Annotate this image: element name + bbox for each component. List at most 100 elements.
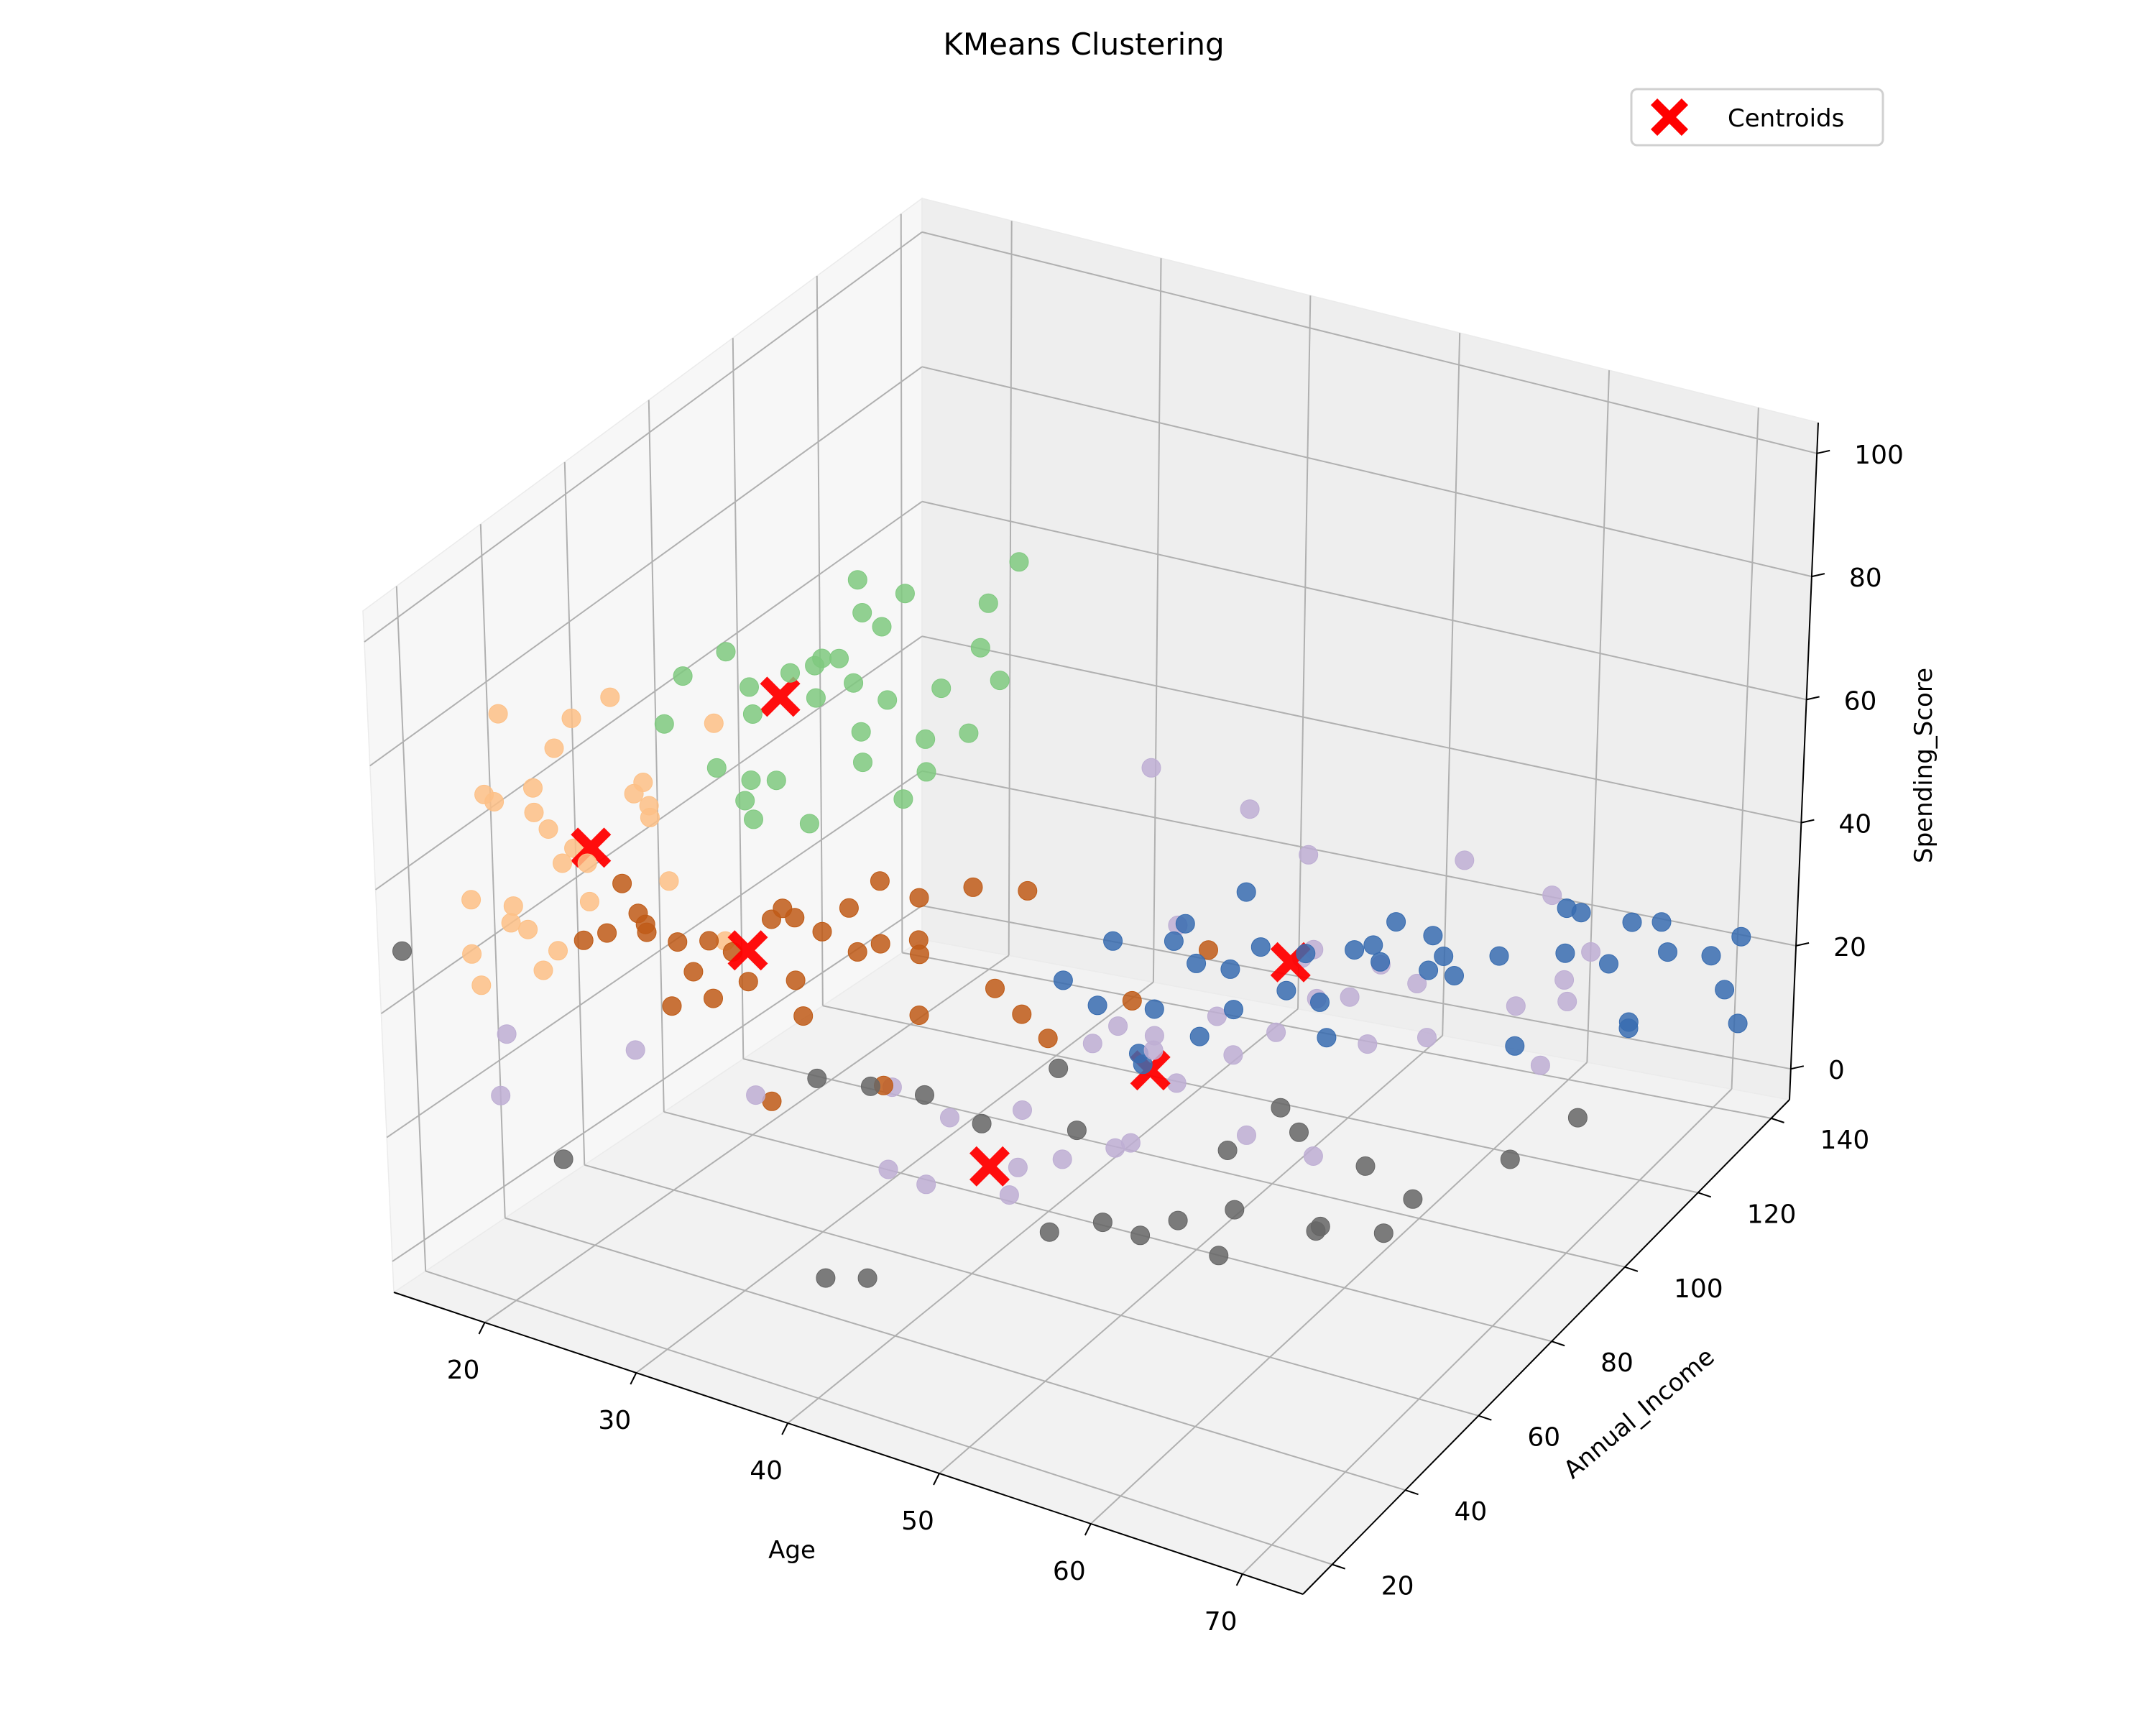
data-point-cluster-2 xyxy=(640,807,660,827)
data-point-cluster-4 xyxy=(909,888,929,908)
data-point-cluster-1 xyxy=(1554,970,1575,990)
gridline-wall-z xyxy=(369,366,923,767)
gridline-floor-x xyxy=(787,1008,1299,1424)
x-tick xyxy=(781,1422,789,1435)
x-tick-label: 60 xyxy=(1053,1557,1086,1586)
data-point-cluster-5 xyxy=(1567,1108,1588,1128)
gridline-back-z xyxy=(921,635,1802,824)
x-tick xyxy=(1084,1523,1092,1536)
y-tick xyxy=(1478,1414,1492,1421)
gridline-wall-y xyxy=(648,400,665,1112)
x-tick xyxy=(630,1372,637,1385)
data-point-cluster-5 xyxy=(1067,1121,1087,1141)
gridline-wall-z xyxy=(386,770,923,1138)
data-point-cluster-3 xyxy=(1555,943,1575,963)
data-point-cluster-3 xyxy=(1599,954,1618,974)
gridline-back-x xyxy=(1152,258,1162,983)
data-point-cluster-3 xyxy=(1276,980,1296,1000)
data-point-cluster-1 xyxy=(1358,1034,1378,1054)
data-point-cluster-2 xyxy=(523,778,543,798)
data-point-cluster-2 xyxy=(624,783,644,804)
data-point-cluster-5 xyxy=(1225,1200,1245,1220)
data-point-cluster-0 xyxy=(673,666,693,686)
gridline-back-z xyxy=(921,366,1812,578)
data-point-cluster-3 xyxy=(1164,931,1184,951)
y-axis-label: Annual_Income xyxy=(1558,1343,1720,1485)
data-point-cluster-0 xyxy=(851,722,871,742)
data-point-cluster-3 xyxy=(1310,992,1330,1012)
x-tick xyxy=(933,1473,940,1486)
axes-panes xyxy=(362,197,1819,1595)
data-point-cluster-1 xyxy=(1581,942,1601,962)
gridline-wall-z xyxy=(375,500,923,891)
data-point-cluster-0 xyxy=(716,642,736,662)
data-point-cluster-3 xyxy=(1445,966,1464,985)
data-point-cluster-1 xyxy=(1052,1149,1072,1169)
data-point-cluster-1 xyxy=(491,1085,511,1105)
data-point-cluster-4 xyxy=(699,931,719,951)
data-point-cluster-1 xyxy=(746,1085,766,1105)
data-point-cluster-4 xyxy=(909,1006,929,1025)
data-point-cluster-2 xyxy=(503,896,523,916)
data-point-cluster-2 xyxy=(600,687,620,707)
data-point-cluster-5 xyxy=(1355,1156,1376,1176)
data-point-cluster-4 xyxy=(704,988,723,1008)
data-point-cluster-0 xyxy=(970,638,990,658)
data-point-cluster-3 xyxy=(1622,912,1642,932)
x-tick xyxy=(1235,1573,1243,1586)
data-point-cluster-0 xyxy=(654,714,674,734)
y-tick xyxy=(1697,1192,1712,1198)
y-axis-line xyxy=(1302,1099,1790,1595)
data-point-cluster-2 xyxy=(564,838,584,858)
z-tick xyxy=(1795,942,1810,947)
data-point-cluster-0 xyxy=(931,678,952,699)
data-point-cluster-0 xyxy=(916,729,936,749)
data-point-cluster-2 xyxy=(548,941,568,961)
data-point-cluster-4 xyxy=(793,1006,814,1026)
data-point-cluster-1 xyxy=(916,1174,936,1195)
y-tick-label: 120 xyxy=(1747,1200,1797,1229)
data-point-cluster-4 xyxy=(773,898,793,919)
data-point-cluster-5 xyxy=(972,1113,992,1133)
data-point-cluster-1 xyxy=(1240,799,1260,819)
data-point-cluster-4 xyxy=(662,996,682,1016)
data-point-cluster-2 xyxy=(501,913,521,933)
data-point-cluster-2 xyxy=(488,704,508,724)
y-tick-label: 60 xyxy=(1527,1423,1560,1453)
gridline-wall-y xyxy=(816,275,824,1006)
data-point-cluster-2 xyxy=(538,819,558,839)
data-point-cluster-3 xyxy=(1489,946,1509,966)
gridline-floor-x xyxy=(1241,1088,1733,1575)
data-point-cluster-0 xyxy=(978,593,998,613)
data-point-cluster-3 xyxy=(1701,946,1721,966)
x-axis-line xyxy=(393,1292,1304,1595)
data-point-cluster-4 xyxy=(812,921,832,942)
data-point-cluster-0 xyxy=(766,770,786,791)
data-point-cluster-4 xyxy=(668,932,688,952)
data-point-cluster-1 xyxy=(1417,1028,1437,1048)
data-point-cluster-5 xyxy=(1130,1225,1151,1246)
data-point-cluster-3 xyxy=(1658,942,1677,962)
data-point-cluster-1 xyxy=(625,1040,645,1060)
z-tick-label: 20 xyxy=(1833,933,1866,962)
data-point-cluster-1 xyxy=(1303,1146,1323,1166)
data-point-cluster-0 xyxy=(829,648,849,668)
data-point-cluster-3 xyxy=(1187,953,1207,973)
data-point-cluster-2 xyxy=(704,713,724,733)
data-point-cluster-5 xyxy=(1310,1216,1330,1236)
data-point-cluster-5 xyxy=(1092,1213,1112,1233)
y-tick xyxy=(1551,1340,1565,1347)
data-point-cluster-5 xyxy=(1049,1058,1069,1078)
z-axis-label: Spending_Score xyxy=(1909,668,1938,863)
x-tick-label: 40 xyxy=(750,1456,783,1486)
gridline-floor-x xyxy=(939,1035,1443,1474)
data-point-cluster-1 xyxy=(1105,1138,1125,1158)
data-point-cluster-3 xyxy=(1557,898,1577,919)
data-point-cluster-4 xyxy=(1122,990,1142,1011)
data-point-cluster-1 xyxy=(1008,1157,1028,1177)
gridline-back-z xyxy=(921,905,1792,1070)
data-point-cluster-1 xyxy=(1455,850,1475,870)
data-point-cluster-5 xyxy=(553,1149,573,1169)
back-wall-pane xyxy=(921,198,1819,1100)
